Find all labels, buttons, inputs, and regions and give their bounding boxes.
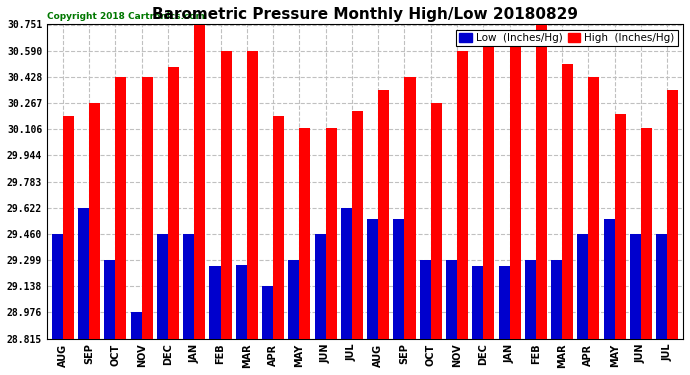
Bar xyxy=(589,76,600,339)
Bar xyxy=(615,114,626,339)
Bar xyxy=(168,67,179,339)
Bar xyxy=(378,90,389,339)
Legend: Low  (Inches/Hg), High  (Inches/Hg): Low (Inches/Hg), High (Inches/Hg) xyxy=(456,30,678,46)
Bar xyxy=(656,234,667,339)
Bar xyxy=(130,312,141,339)
Bar xyxy=(667,90,678,339)
Bar xyxy=(52,234,63,339)
Bar xyxy=(551,260,562,339)
Bar xyxy=(604,219,615,339)
Bar xyxy=(420,260,431,339)
Bar xyxy=(562,64,573,339)
Bar xyxy=(525,260,536,339)
Bar xyxy=(157,234,168,339)
Bar xyxy=(78,208,89,339)
Bar xyxy=(457,51,468,339)
Bar xyxy=(221,51,232,339)
Bar xyxy=(630,234,641,339)
Bar xyxy=(641,129,652,339)
Bar xyxy=(536,25,547,339)
Text: Copyright 2018 Cartronics.com: Copyright 2018 Cartronics.com xyxy=(47,12,205,21)
Bar xyxy=(183,234,194,339)
Bar xyxy=(446,260,457,339)
Bar xyxy=(404,76,415,339)
Bar xyxy=(472,266,483,339)
Bar xyxy=(141,76,152,339)
Bar xyxy=(352,111,363,339)
Bar xyxy=(89,102,100,339)
Bar xyxy=(210,266,221,339)
Bar xyxy=(578,234,589,339)
Bar xyxy=(247,51,258,339)
Bar xyxy=(115,76,126,339)
Bar xyxy=(63,116,74,339)
Bar xyxy=(499,266,510,339)
Title: Barometric Pressure Monthly High/Low 20180829: Barometric Pressure Monthly High/Low 201… xyxy=(152,7,578,22)
Bar xyxy=(510,41,521,339)
Bar xyxy=(288,260,299,339)
Bar xyxy=(326,129,337,339)
Bar xyxy=(299,129,310,339)
Bar xyxy=(393,219,404,339)
Bar xyxy=(104,260,115,339)
Bar xyxy=(262,286,273,339)
Bar xyxy=(367,219,378,339)
Bar xyxy=(315,234,326,339)
Bar xyxy=(194,25,205,339)
Bar xyxy=(431,102,442,339)
Bar xyxy=(236,265,247,339)
Bar xyxy=(483,41,494,339)
Bar xyxy=(273,116,284,339)
Bar xyxy=(341,208,352,339)
